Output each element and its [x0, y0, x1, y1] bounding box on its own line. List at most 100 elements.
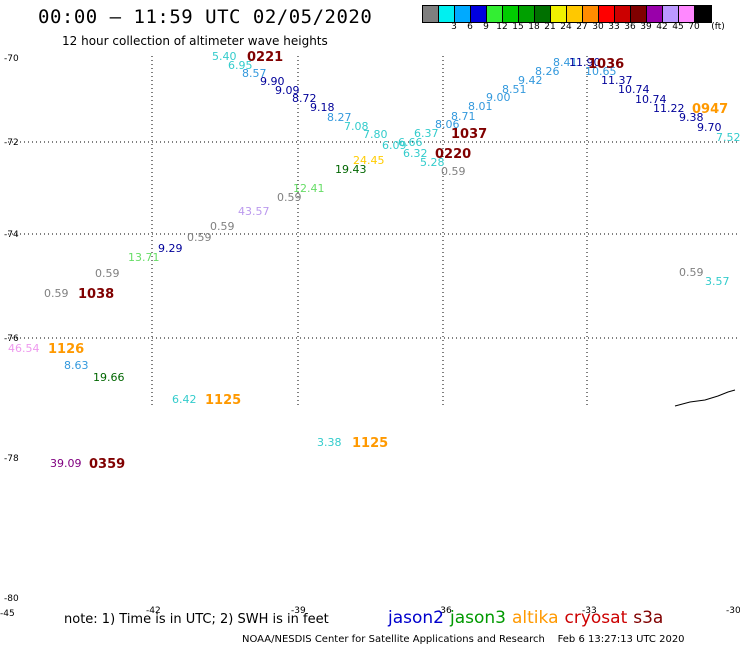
legend-label: 12 — [496, 22, 508, 32]
latitude-label: -78 — [4, 454, 19, 464]
swh-value: 12.41 — [293, 182, 325, 195]
satellite-legend: jason2 jason3 altika cryosat s3a — [388, 608, 669, 628]
swh-value: 0.59 — [679, 266, 704, 279]
swh-value: 0.59 — [95, 267, 120, 280]
longitude-label: -30 — [726, 606, 740, 616]
legend-label: 36 — [624, 22, 636, 32]
page-title: 00:00 – 11:59 UTC 02/05/2020 — [38, 6, 373, 28]
time-label: 0220 — [435, 147, 471, 162]
swh-value: 6.32 — [403, 147, 428, 160]
legend-swatch — [455, 6, 471, 22]
color-legend — [422, 5, 712, 23]
latitude-label: -80 — [4, 594, 19, 604]
swh-value: 6.95 — [228, 59, 253, 72]
legend-swatch — [567, 6, 583, 22]
legend-label: 21 — [544, 22, 556, 32]
legend-swatch — [519, 6, 535, 22]
legend-label: 70 — [688, 22, 700, 32]
swh-value: 9.29 — [158, 242, 183, 255]
swh-value: 8.57 — [242, 67, 267, 80]
longitude-label: -39 — [291, 606, 306, 616]
swh-value: 7.80 — [363, 128, 388, 141]
legend-swatch — [583, 6, 599, 22]
swh-value: 8.41 — [553, 56, 578, 69]
swh-value: 10.65 — [585, 65, 617, 78]
swh-value: 8.26 — [535, 65, 560, 78]
swh-value: 9.09 — [275, 84, 300, 97]
time-label: 1126 — [48, 342, 84, 357]
swh-value: 8.51 — [502, 83, 527, 96]
swh-value: 7.08 — [344, 120, 369, 133]
satellite-jason3: jason3 — [450, 608, 506, 628]
legend-swatch — [631, 6, 647, 22]
footer-note: note: 1) Time is in UTC; 2) SWH is in fe… — [64, 612, 329, 627]
time-label: 1125 — [205, 393, 241, 408]
time-label: 1036 — [588, 57, 624, 72]
swh-value: 13.71 — [128, 251, 160, 264]
swh-value: 9.18 — [310, 101, 335, 114]
color-legend-labels: 3 6 9 12 15 18 21 24 27 30 33 36 39 42 45 70 (ft) — [422, 22, 740, 34]
swh-value: 10.74 — [635, 93, 667, 106]
credit-timestamp: Feb 6 13:27:13 UTC 2020 — [557, 634, 685, 645]
swh-value: 9.00 — [486, 91, 511, 104]
swh-value: 8.01 — [468, 100, 493, 113]
legend-swatch — [535, 6, 551, 22]
legend-swatch — [615, 6, 631, 22]
swh-value: 0.59 — [210, 220, 235, 233]
swh-value: 6.09 — [382, 139, 407, 152]
legend-swatch — [439, 6, 455, 22]
legend-label: 30 — [592, 22, 604, 32]
swh-value: 46.54 — [8, 342, 40, 355]
swh-value: 0.59 — [277, 191, 302, 204]
swh-value: 39.09 — [50, 457, 82, 470]
swh-value: 10.74 — [618, 83, 650, 96]
swh-value: 8.71 — [451, 110, 476, 123]
legend-swatch — [487, 6, 503, 22]
swh-value: 19.43 — [335, 163, 367, 176]
legend-label: 27 — [576, 22, 588, 32]
legend-label: 6 — [467, 22, 473, 32]
legend-label: 24 — [560, 22, 572, 32]
time-label: 1038 — [78, 287, 114, 302]
longitude-label: -42 — [146, 606, 161, 616]
swh-value: 0.59 — [441, 165, 466, 178]
credit-text: NOAA/NESDIS Center for Satellite Applica… — [242, 634, 545, 645]
legend-label: 39 — [640, 22, 652, 32]
legend-label: 18 — [528, 22, 540, 32]
latitude-label: -76 — [4, 334, 19, 344]
legend-label: 3 — [451, 22, 457, 32]
legend-swatch — [599, 6, 615, 22]
legend-label: 33 — [608, 22, 620, 32]
latitude-label: -70 — [4, 54, 19, 64]
wave-height-map: -70-72-74-76-78-80 5.406.958.579.909.098… — [4, 50, 740, 604]
legend-swatch — [551, 6, 567, 22]
longitude-label: -33 — [582, 606, 597, 616]
swh-value: 19.66 — [93, 371, 125, 384]
time-label: 0221 — [247, 50, 283, 65]
satellite-s3a: s3a — [633, 608, 664, 628]
coastline — [674, 389, 736, 407]
legend-swatch — [503, 6, 519, 22]
swh-value: 8.27 — [327, 111, 352, 124]
map-grid — [8, 56, 740, 408]
legend-label: 45 — [672, 22, 684, 32]
legend-swatch — [695, 6, 711, 22]
swh-value: 9.38 — [679, 111, 704, 124]
latitude-label: -74 — [4, 230, 19, 240]
legend-label: 15 — [512, 22, 524, 32]
latitude-label: -72 — [4, 138, 19, 148]
swh-value: 9.42 — [518, 74, 543, 87]
time-label: 0947 — [692, 102, 728, 117]
time-label: 1037 — [451, 127, 487, 142]
swh-value: 8.06 — [435, 118, 460, 131]
swh-value: 7.52 — [716, 131, 740, 144]
time-label: 0359 — [89, 457, 125, 472]
swh-value: 6.66 — [398, 136, 423, 149]
legend-swatch — [471, 6, 487, 22]
time-label: 1125 — [352, 436, 388, 451]
legend-label: 42 — [656, 22, 668, 32]
satellite-jason2: jason2 — [388, 608, 444, 628]
swh-value: 43.57 — [238, 205, 270, 218]
satellite-altika: altika — [512, 608, 559, 628]
legend-swatch — [679, 6, 695, 22]
